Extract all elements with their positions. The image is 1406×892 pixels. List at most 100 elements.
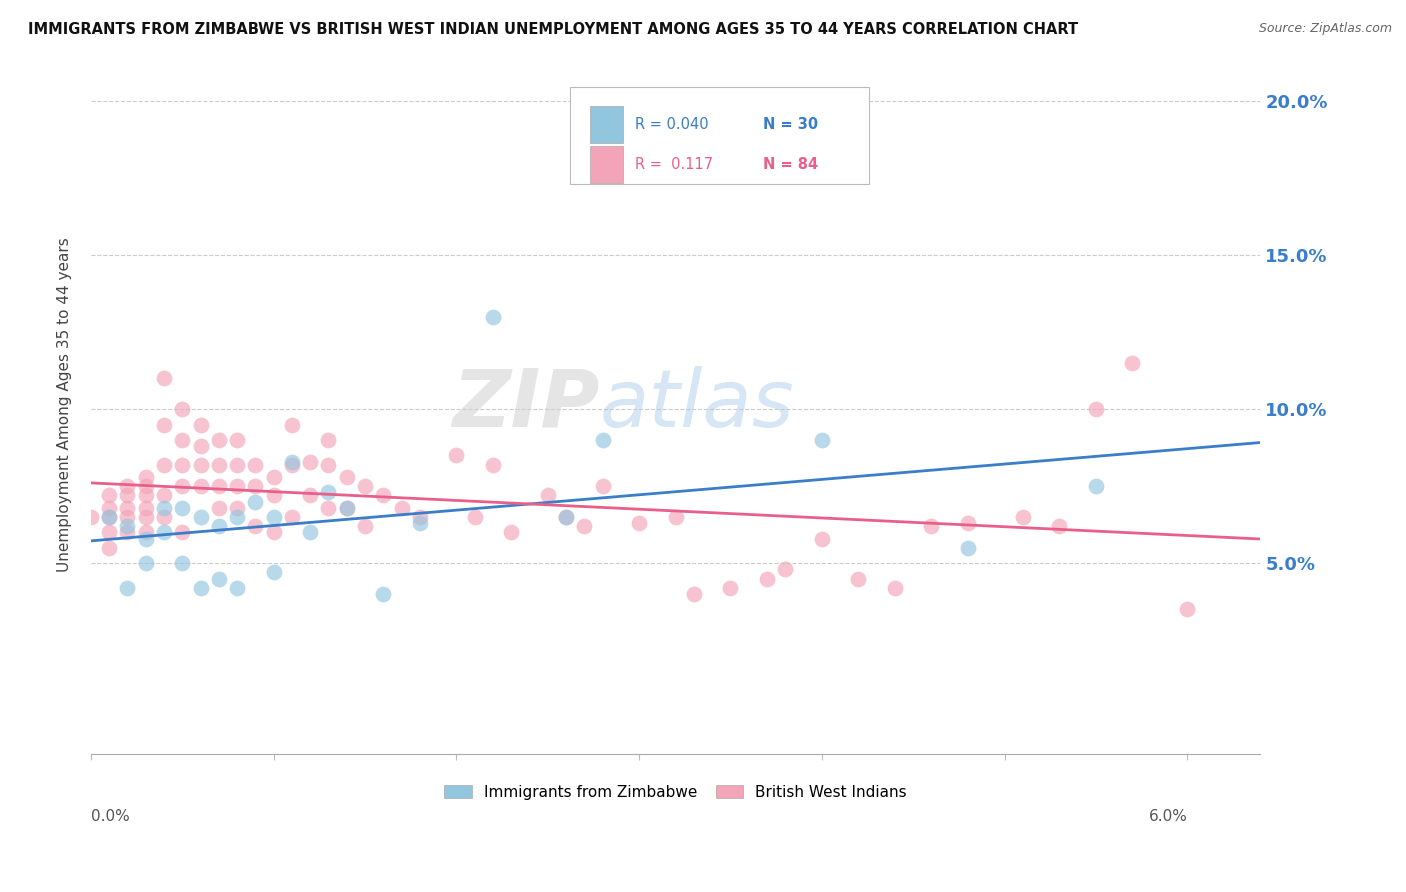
Point: [135, 500, 157, 515]
Point: [336, 500, 359, 515]
Point: [628, 516, 651, 530]
Point: [208, 519, 231, 533]
Point: [98, 510, 121, 524]
FancyBboxPatch shape: [591, 106, 623, 143]
Point: [117, 519, 139, 533]
Point: [190, 417, 212, 432]
FancyBboxPatch shape: [571, 87, 869, 185]
Point: [153, 488, 176, 502]
Point: [135, 510, 157, 524]
Point: [811, 532, 834, 546]
Text: IMMIGRANTS FROM ZIMBABWE VS BRITISH WEST INDIAN UNEMPLOYMENT AMONG AGES 35 TO 44: IMMIGRANTS FROM ZIMBABWE VS BRITISH WEST…: [28, 22, 1078, 37]
Point: [1084, 479, 1107, 493]
Point: [263, 510, 285, 524]
Point: [98, 488, 121, 502]
Point: [1047, 519, 1070, 533]
Point: [190, 458, 212, 472]
Point: [446, 449, 468, 463]
Point: [956, 516, 979, 530]
Text: Source: ZipAtlas.com: Source: ZipAtlas.com: [1258, 22, 1392, 36]
Point: [208, 458, 231, 472]
Point: [592, 433, 614, 447]
Point: [226, 500, 249, 515]
Text: N = 84: N = 84: [763, 157, 818, 172]
Point: [226, 581, 249, 595]
Point: [391, 500, 413, 515]
Point: [299, 488, 322, 502]
Point: [80, 510, 103, 524]
Point: [190, 479, 212, 493]
Point: [336, 470, 359, 484]
Point: [336, 500, 359, 515]
Point: [245, 479, 267, 493]
Legend: Immigrants from Zimbabwe, British West Indians: Immigrants from Zimbabwe, British West I…: [439, 779, 912, 805]
Point: [756, 572, 779, 586]
Point: [574, 519, 596, 533]
Point: [208, 500, 231, 515]
Point: [956, 541, 979, 555]
Point: [135, 525, 157, 540]
Point: [665, 510, 688, 524]
Point: [117, 510, 139, 524]
Point: [775, 562, 797, 576]
Point: [245, 458, 267, 472]
Point: [226, 479, 249, 493]
Text: ZIP: ZIP: [453, 366, 599, 443]
Point: [135, 470, 157, 484]
Point: [172, 500, 194, 515]
Point: [373, 488, 395, 502]
Point: [1175, 602, 1198, 616]
Point: [592, 479, 614, 493]
Point: [172, 479, 194, 493]
Text: R = 0.040: R = 0.040: [634, 117, 709, 132]
Point: [135, 556, 157, 570]
Point: [884, 581, 907, 595]
Point: [98, 541, 121, 555]
Point: [172, 433, 194, 447]
Point: [98, 510, 121, 524]
Point: [318, 500, 340, 515]
Point: [354, 479, 377, 493]
Point: [299, 454, 322, 468]
Point: [153, 510, 176, 524]
FancyBboxPatch shape: [591, 146, 623, 183]
Point: [464, 510, 486, 524]
Point: [318, 485, 340, 500]
Point: [190, 439, 212, 453]
Point: [153, 525, 176, 540]
Point: [135, 479, 157, 493]
Point: [190, 581, 212, 595]
Text: atlas: atlas: [599, 366, 794, 443]
Point: [172, 402, 194, 417]
Point: [226, 458, 249, 472]
Point: [281, 510, 304, 524]
Point: [153, 500, 176, 515]
Point: [153, 417, 176, 432]
Point: [354, 519, 377, 533]
Point: [811, 433, 834, 447]
Point: [848, 572, 870, 586]
Point: [117, 581, 139, 595]
Point: [537, 488, 560, 502]
Point: [409, 510, 432, 524]
Point: [208, 433, 231, 447]
Point: [555, 510, 578, 524]
Point: [117, 488, 139, 502]
Point: [172, 525, 194, 540]
Point: [501, 525, 523, 540]
Point: [135, 488, 157, 502]
Point: [226, 433, 249, 447]
Point: [281, 458, 304, 472]
Point: [299, 525, 322, 540]
Point: [135, 532, 157, 546]
Point: [409, 516, 432, 530]
Point: [117, 500, 139, 515]
Point: [153, 371, 176, 385]
Point: [281, 454, 304, 468]
Y-axis label: Unemployment Among Ages 35 to 44 years: Unemployment Among Ages 35 to 44 years: [58, 237, 72, 572]
Point: [245, 494, 267, 508]
Text: N = 30: N = 30: [763, 117, 818, 132]
Point: [281, 417, 304, 432]
Point: [190, 510, 212, 524]
Text: R =  0.117: R = 0.117: [634, 157, 713, 172]
